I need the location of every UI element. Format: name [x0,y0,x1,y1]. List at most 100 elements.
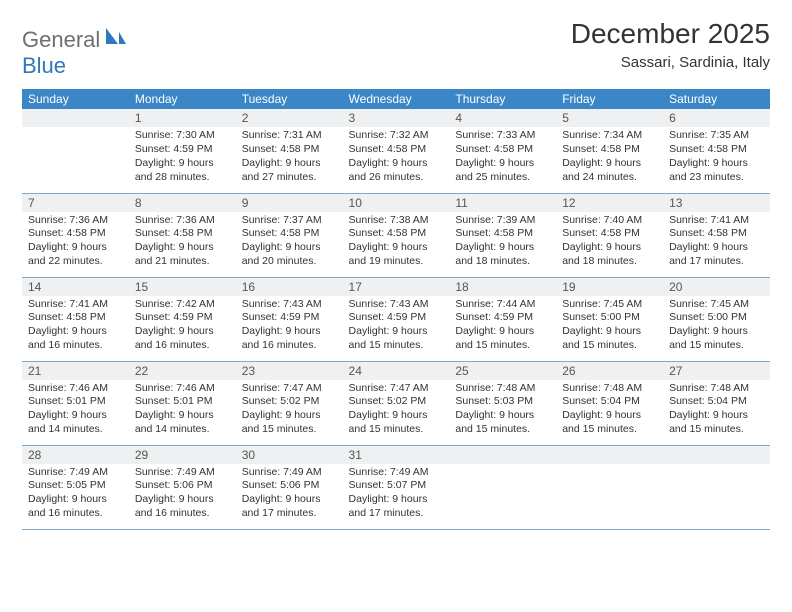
day-number: 3 [343,109,450,127]
day-number [663,446,770,464]
day-number: 31 [343,446,450,464]
sunset-text: Sunset: 5:04 PM [669,395,764,409]
sunrise-text: Sunrise: 7:45 AM [562,298,657,312]
sunset-text: Sunset: 4:59 PM [135,311,230,325]
calendar-cell: 31Sunrise: 7:49 AMSunset: 5:07 PMDayligh… [343,445,450,529]
day-content: Sunrise: 7:49 AMSunset: 5:05 PMDaylight:… [22,464,129,525]
daylight-text: Daylight: 9 hours and 15 minutes. [669,409,764,437]
sunset-text: Sunset: 4:58 PM [455,143,550,157]
calendar-cell: 24Sunrise: 7:47 AMSunset: 5:02 PMDayligh… [343,361,450,445]
day-number: 18 [449,278,556,296]
sunset-text: Sunset: 5:01 PM [28,395,123,409]
logo-text-blue: Blue [22,53,66,78]
sunset-text: Sunset: 5:02 PM [242,395,337,409]
calendar-cell: 13Sunrise: 7:41 AMSunset: 4:58 PMDayligh… [663,193,770,277]
sunset-text: Sunset: 4:58 PM [135,227,230,241]
location: Sassari, Sardinia, Italy [571,54,770,71]
calendar-body: 1Sunrise: 7:30 AMSunset: 4:59 PMDaylight… [22,109,770,529]
daylight-text: Daylight: 9 hours and 24 minutes. [562,157,657,185]
sunrise-text: Sunrise: 7:36 AM [135,214,230,228]
day-content: Sunrise: 7:41 AMSunset: 4:58 PMDaylight:… [663,212,770,273]
day-content: Sunrise: 7:41 AMSunset: 4:58 PMDaylight:… [22,296,129,357]
calendar-cell: 11Sunrise: 7:39 AMSunset: 4:58 PMDayligh… [449,193,556,277]
sunset-text: Sunset: 4:59 PM [135,143,230,157]
daylight-text: Daylight: 9 hours and 14 minutes. [135,409,230,437]
sunrise-text: Sunrise: 7:49 AM [135,466,230,480]
calendar-cell: 23Sunrise: 7:47 AMSunset: 5:02 PMDayligh… [236,361,343,445]
day-content: Sunrise: 7:44 AMSunset: 4:59 PMDaylight:… [449,296,556,357]
daylight-text: Daylight: 9 hours and 20 minutes. [242,241,337,269]
sunset-text: Sunset: 4:58 PM [242,143,337,157]
calendar-week: 14Sunrise: 7:41 AMSunset: 4:58 PMDayligh… [22,277,770,361]
calendar-cell: 7Sunrise: 7:36 AMSunset: 4:58 PMDaylight… [22,193,129,277]
sunset-text: Sunset: 5:05 PM [28,479,123,493]
daylight-text: Daylight: 9 hours and 16 minutes. [28,325,123,353]
sunset-text: Sunset: 4:58 PM [28,311,123,325]
day-number: 7 [22,194,129,212]
sunrise-text: Sunrise: 7:32 AM [349,129,444,143]
day-number: 8 [129,194,236,212]
calendar-page: General December 2025 Sassari, Sardinia,… [0,0,792,548]
day-content: Sunrise: 7:37 AMSunset: 4:58 PMDaylight:… [236,212,343,273]
calendar-cell: 22Sunrise: 7:46 AMSunset: 5:01 PMDayligh… [129,361,236,445]
calendar-cell: 8Sunrise: 7:36 AMSunset: 4:58 PMDaylight… [129,193,236,277]
sunrise-text: Sunrise: 7:33 AM [455,129,550,143]
daylight-text: Daylight: 9 hours and 17 minutes. [349,493,444,521]
day-content [449,464,556,470]
calendar-head: Sunday Monday Tuesday Wednesday Thursday… [22,89,770,109]
calendar-cell [663,445,770,529]
sunset-text: Sunset: 4:58 PM [349,143,444,157]
calendar-week: 21Sunrise: 7:46 AMSunset: 5:01 PMDayligh… [22,361,770,445]
sunset-text: Sunset: 5:07 PM [349,479,444,493]
day-content: Sunrise: 7:36 AMSunset: 4:58 PMDaylight:… [129,212,236,273]
day-number: 30 [236,446,343,464]
day-number: 11 [449,194,556,212]
day-content [663,464,770,470]
day-content: Sunrise: 7:47 AMSunset: 5:02 PMDaylight:… [236,380,343,441]
calendar-cell: 4Sunrise: 7:33 AMSunset: 4:58 PMDaylight… [449,109,556,193]
day-content: Sunrise: 7:30 AMSunset: 4:59 PMDaylight:… [129,127,236,188]
sunset-text: Sunset: 4:59 PM [349,311,444,325]
sunrise-text: Sunrise: 7:34 AM [562,129,657,143]
day-content: Sunrise: 7:33 AMSunset: 4:58 PMDaylight:… [449,127,556,188]
sunrise-text: Sunrise: 7:46 AM [28,382,123,396]
sunset-text: Sunset: 5:06 PM [242,479,337,493]
day-number: 5 [556,109,663,127]
weekday-header: Monday [129,89,236,109]
sunrise-text: Sunrise: 7:31 AM [242,129,337,143]
day-content: Sunrise: 7:49 AMSunset: 5:06 PMDaylight:… [236,464,343,525]
day-content: Sunrise: 7:48 AMSunset: 5:04 PMDaylight:… [663,380,770,441]
daylight-text: Daylight: 9 hours and 17 minutes. [669,241,764,269]
day-content: Sunrise: 7:40 AMSunset: 4:58 PMDaylight:… [556,212,663,273]
day-content: Sunrise: 7:43 AMSunset: 4:59 PMDaylight:… [343,296,450,357]
sunrise-text: Sunrise: 7:30 AM [135,129,230,143]
daylight-text: Daylight: 9 hours and 21 minutes. [135,241,230,269]
sunrise-text: Sunrise: 7:38 AM [349,214,444,228]
sunset-text: Sunset: 5:01 PM [135,395,230,409]
calendar-cell: 21Sunrise: 7:46 AMSunset: 5:01 PMDayligh… [22,361,129,445]
sunrise-text: Sunrise: 7:41 AM [28,298,123,312]
daylight-text: Daylight: 9 hours and 15 minutes. [669,325,764,353]
day-number: 24 [343,362,450,380]
sunset-text: Sunset: 4:58 PM [562,227,657,241]
weekday-header: Saturday [663,89,770,109]
sunrise-text: Sunrise: 7:35 AM [669,129,764,143]
day-number: 19 [556,278,663,296]
calendar-cell: 26Sunrise: 7:48 AMSunset: 5:04 PMDayligh… [556,361,663,445]
sunset-text: Sunset: 5:02 PM [349,395,444,409]
sunset-text: Sunset: 5:06 PM [135,479,230,493]
calendar-cell: 10Sunrise: 7:38 AMSunset: 4:58 PMDayligh… [343,193,450,277]
daylight-text: Daylight: 9 hours and 14 minutes. [28,409,123,437]
day-content: Sunrise: 7:35 AMSunset: 4:58 PMDaylight:… [663,127,770,188]
logo-text-general: General [22,27,100,53]
sunrise-text: Sunrise: 7:44 AM [455,298,550,312]
sunrise-text: Sunrise: 7:43 AM [242,298,337,312]
day-content: Sunrise: 7:48 AMSunset: 5:04 PMDaylight:… [556,380,663,441]
sunrise-text: Sunrise: 7:40 AM [562,214,657,228]
day-content: Sunrise: 7:36 AMSunset: 4:58 PMDaylight:… [22,212,129,273]
day-number: 20 [663,278,770,296]
weekday-header: Friday [556,89,663,109]
calendar-cell: 27Sunrise: 7:48 AMSunset: 5:04 PMDayligh… [663,361,770,445]
daylight-text: Daylight: 9 hours and 25 minutes. [455,157,550,185]
day-content: Sunrise: 7:39 AMSunset: 4:58 PMDaylight:… [449,212,556,273]
